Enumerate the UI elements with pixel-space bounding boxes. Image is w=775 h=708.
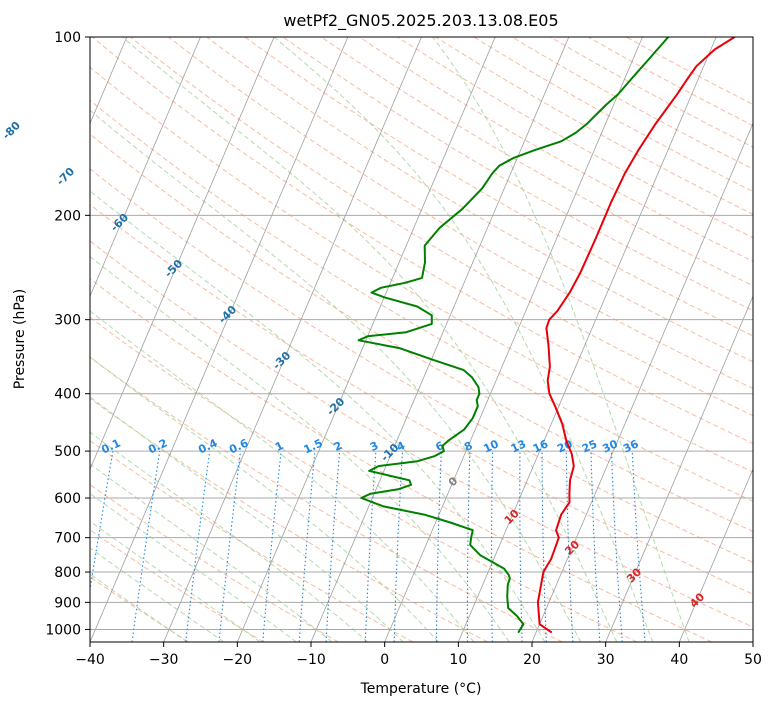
isotherm: [90, 37, 275, 471]
moist-adiabat: [432, 37, 690, 642]
moist-adiabat: [90, 310, 475, 642]
moist-adiabat: [90, 520, 261, 642]
dry-adiabat: [206, 37, 753, 363]
dry-adiabat: [90, 483, 339, 642]
moist-adiabat: [90, 463, 333, 642]
dry-adiabat: [90, 203, 753, 595]
y-tick-label: 1000: [45, 622, 81, 638]
x-tick-label: 30: [597, 652, 615, 668]
y-tick-label: 800: [54, 565, 81, 581]
moist-adiabat: [90, 431, 369, 642]
mixing-ratio-label: 25: [580, 437, 599, 455]
y-tick-label: 700: [54, 531, 81, 547]
x-tick-label: 20: [523, 652, 541, 668]
dry-adiabat: [90, 133, 753, 533]
dry-adiabat: [90, 99, 753, 502]
isotherm: [605, 295, 753, 642]
dry-adiabat: [168, 37, 753, 389]
mixing-ratio-label: 36: [621, 437, 641, 455]
x-tick-label: 10: [449, 652, 467, 668]
isotherm: [236, 37, 496, 642]
x-tick-label: 50: [744, 652, 762, 668]
mixing-ratio-line: [631, 451, 646, 642]
dry-adiabat: [90, 397, 488, 642]
x-tick-label: −30: [149, 652, 179, 668]
y-tick-label: 200: [54, 208, 81, 224]
mixing-ratio-line: [262, 451, 282, 642]
profiles: [357, 37, 736, 633]
plot-frame: [89, 36, 754, 643]
isotherm: [310, 37, 570, 642]
mixing-ratio-line: [185, 451, 211, 642]
dry-adiabat: [90, 278, 712, 642]
isotherm: [384, 37, 643, 642]
dry-adiabat: [90, 356, 563, 642]
dry-adiabat: [90, 529, 264, 642]
mixing-ratio-label: 30: [600, 437, 620, 455]
moist-adiabat: [121, 37, 618, 642]
isotherm: [457, 37, 717, 642]
axes: −40 −30 −20 −10 0 10 20 30 40 50 1000 900 800 700 600 5…: [45, 30, 762, 668]
dry-adiabat: [244, 37, 753, 337]
dry-adiabat: [90, 240, 753, 628]
mixing-ratio-label: 10: [481, 437, 501, 455]
isotherm: [90, 37, 201, 298]
x-tick-label: 40: [670, 652, 688, 668]
y-tick-label: 900: [54, 595, 81, 611]
temperature-profile: [536, 37, 736, 633]
moist-adiabat: [90, 190, 546, 642]
y-tick-label: 300: [54, 313, 81, 329]
y-axis-title: Pressure (hPa): [12, 289, 28, 389]
mixing-ratio-line: [90, 451, 114, 594]
x-tick-label: −20: [223, 652, 253, 668]
x-axis-title: Temperature (°C): [360, 681, 482, 697]
chart-title: wetPf2_GN05.2025.203.13.08.E05: [283, 11, 558, 31]
mixing-ratio-line: [218, 451, 242, 642]
moist-adiabat: [90, 356, 439, 642]
x-tick-label: 0: [380, 652, 389, 668]
dry-adiabat: [282, 37, 753, 312]
y-tick-label: 100: [54, 30, 81, 46]
moist-adiabat: [90, 255, 510, 642]
isotherm: [163, 37, 422, 642]
dewpoint-profile: [357, 37, 670, 633]
isotherm: [678, 468, 753, 642]
y-tick-label: 600: [54, 491, 81, 507]
mixing-ratio-label: 13: [509, 437, 528, 455]
background-lines: [90, 37, 753, 642]
mixing-ratio-line: [298, 451, 316, 642]
x-tick-label: −40: [75, 652, 105, 668]
moist-adiabat: [90, 547, 225, 642]
isotherm: [531, 122, 753, 642]
mixing-ratio-line: [131, 451, 161, 642]
moist-adiabat: [273, 37, 654, 642]
dry-adiabat: [90, 168, 753, 563]
y-tick-label: 500: [54, 444, 81, 460]
moist-adiabat: [90, 573, 188, 642]
moist-adiabat: [90, 109, 582, 642]
y-tick-label: 400: [54, 387, 81, 403]
x-tick-label: −10: [296, 652, 326, 668]
dry-adiabat: [90, 66, 753, 473]
dry-adiabat: [90, 316, 638, 642]
isotherm: [90, 37, 349, 642]
mixing-ratio-label: 16: [531, 437, 551, 455]
